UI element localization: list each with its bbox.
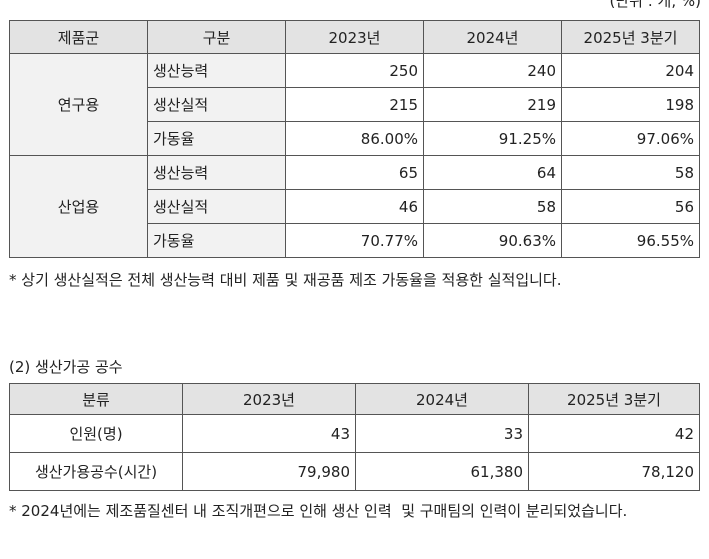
row: 인원(명) 43 33 42 (9, 414, 700, 453)
header-cell: 구분 (147, 20, 286, 54)
header-cell: 2023년 (285, 20, 424, 54)
header-cell: 2023년 (182, 383, 356, 415)
section-title: (2) 생산가공 공수 (9, 358, 123, 376)
value-cell: 90.63% (423, 223, 562, 258)
value-cell: 58 (561, 155, 700, 190)
header-cell: 2024년 (355, 383, 529, 415)
value-cell: 65 (285, 155, 424, 190)
value-cell: 46 (285, 189, 424, 224)
header-row: 제품군 구분 2023년 2024년 2025년 3분기 (9, 20, 700, 54)
row: 생산가용공수(시간) 79,980 61,380 78,120 (9, 452, 700, 491)
value-cell: 219 (423, 87, 562, 122)
row: 가동율 70.77% 90.63% 96.55% (10, 223, 700, 258)
label-cell: 생산능력 (147, 155, 286, 190)
capacity-table: 제품군 구분 2023년 2024년 2025년 3분기 연구용 생산능력 250 240 204… (9, 20, 700, 258)
value-cell: 96.55% (561, 223, 700, 258)
value-cell: 33 (355, 414, 529, 453)
header-cell: 분류 (9, 383, 183, 415)
unit-note: (단위 : 개, %) (609, 0, 701, 10)
value-cell: 86.00% (285, 121, 424, 156)
note: * 상기 생산실적은 전체 생산능력 대비 제품 및 재공품 제조 가동율을 적… (9, 271, 562, 289)
value-cell: 79,980 (182, 452, 356, 491)
label-cell: 생산가용공수(시간) (9, 452, 183, 491)
header-cell: 2024년 (423, 20, 562, 54)
header-cell: 2025년 3분기 (561, 20, 700, 54)
value-cell: 240 (423, 53, 562, 88)
label-cell: 인원(명) (9, 414, 183, 453)
group-cell: 산업용 (9, 155, 148, 258)
value-cell: 215 (285, 87, 424, 122)
value-cell: 56 (561, 189, 700, 224)
header-row: 분류 2023년 2024년 2025년 3분기 (9, 383, 700, 415)
label-cell: 가동율 (147, 121, 286, 156)
row: 생산실적 215 219 198 (10, 87, 700, 122)
label-cell: 생산실적 (147, 189, 286, 224)
value-cell: 198 (561, 87, 700, 122)
value-cell: 250 (285, 53, 424, 88)
work-hours-table: 분류 2023년 2024년 2025년 3분기 인원(명) 43 33 42 생산가용공수(시… (9, 383, 700, 491)
header-cell: 제품군 (9, 20, 148, 54)
row: 산업용 생산능력 65 64 58 (9, 155, 700, 258)
value-cell: 78,120 (528, 452, 700, 491)
value-cell: 58 (423, 189, 562, 224)
value-cell: 64 (423, 155, 562, 190)
row: 가동율 86.00% 91.25% 97.06% (10, 121, 700, 156)
label-cell: 가동율 (147, 223, 286, 258)
value-cell: 97.06% (561, 121, 700, 156)
label-cell: 생산능력 (147, 53, 286, 88)
row: 생산실적 46 58 56 (10, 189, 700, 224)
note: * 2024년에는 제조품질센터 내 조직개편으로 인해 생산 인력 및 구매팀… (9, 502, 628, 520)
group-cell: 연구용 (9, 53, 148, 156)
value-cell: 204 (561, 53, 700, 88)
value-cell: 91.25% (423, 121, 562, 156)
value-cell: 42 (528, 414, 700, 453)
row: 연구용 생산능력 250 240 204 (9, 53, 700, 156)
value-cell: 70.77% (285, 223, 424, 258)
value-cell: 43 (182, 414, 356, 453)
label-cell: 생산실적 (147, 87, 286, 122)
value-cell: 61,380 (355, 452, 529, 491)
header-cell: 2025년 3분기 (528, 383, 700, 415)
